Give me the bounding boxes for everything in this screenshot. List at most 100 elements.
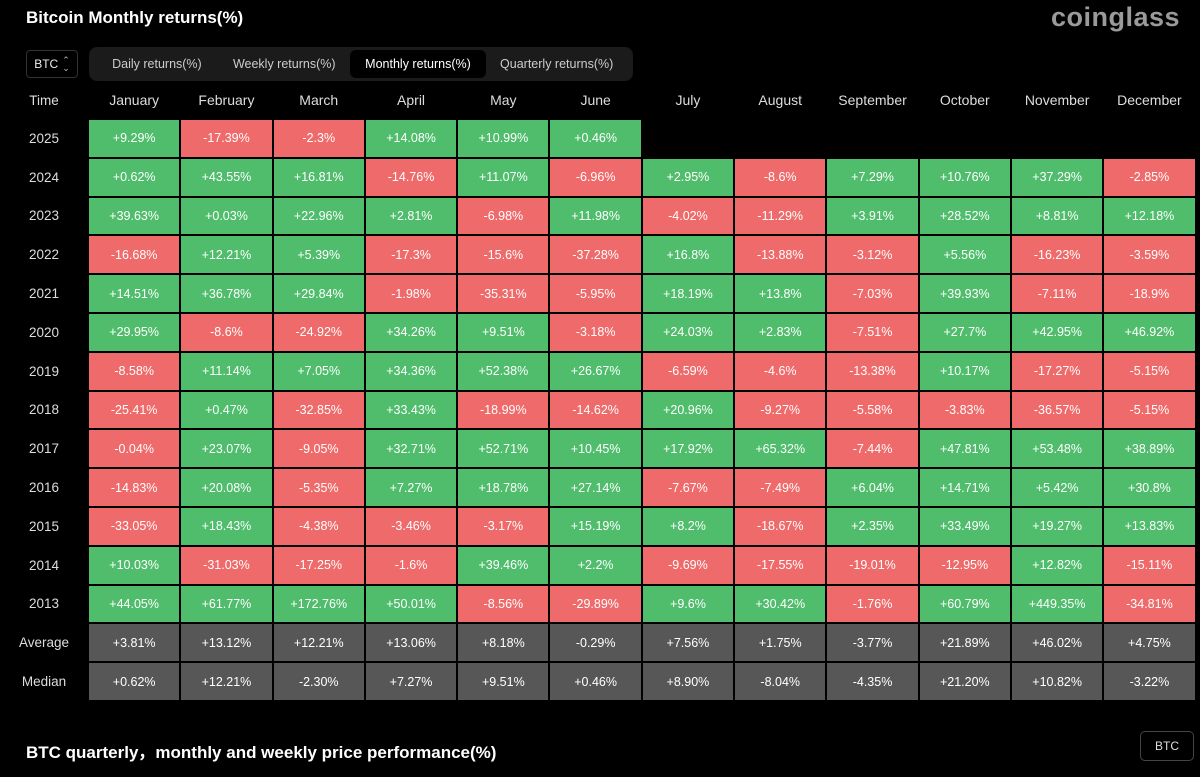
return-cell: -14.62% — [550, 392, 640, 429]
return-cell: +2.83% — [735, 314, 825, 351]
return-cell: +12.82% — [1012, 547, 1102, 584]
return-cell: -19.01% — [827, 547, 917, 584]
return-cell: -9.05% — [274, 430, 364, 467]
tab-quarterly-returns[interactable]: Quarterly returns(%) — [486, 50, 627, 78]
return-cell: +7.05% — [274, 353, 364, 390]
return-cell: +2.2% — [550, 547, 640, 584]
column-header-december: December — [1103, 81, 1195, 119]
return-cell: -3.83% — [920, 392, 1010, 429]
return-cell: -18.67% — [735, 508, 825, 545]
coin-button[interactable]: BTC — [1140, 731, 1194, 761]
return-cell: +29.84% — [274, 275, 364, 312]
returns-table: Time January February March April May June July… — [0, 81, 1200, 701]
return-cell: +14.08% — [366, 120, 456, 157]
return-cell: -3.18% — [550, 314, 640, 351]
return-cell: -3.17% — [458, 508, 548, 545]
return-cell: -34.81% — [1104, 586, 1194, 623]
row-label: 2018 — [0, 391, 88, 430]
return-cell: +3.91% — [827, 198, 917, 235]
return-cell: -6.59% — [643, 353, 733, 390]
return-cell: +7.29% — [827, 159, 917, 196]
return-cell: -6.96% — [550, 159, 640, 196]
return-cell: -14.83% — [89, 469, 179, 506]
return-cell: -7.49% — [735, 469, 825, 506]
return-cell: +15.19% — [550, 508, 640, 545]
chevron-up-down-icon: ⌃ ⌄ — [62, 56, 70, 72]
summary-row-median: Median +0.62% +12.21% -2.30% +7.27% +9.51% +0.… — [0, 662, 1200, 701]
return-cell: +13.83% — [1104, 508, 1194, 545]
return-cell: -8.58% — [89, 353, 179, 390]
return-cell: -7.03% — [827, 275, 917, 312]
return-cell: +14.71% — [920, 469, 1010, 506]
row-label: 2015 — [0, 507, 88, 546]
return-cell — [735, 120, 825, 157]
return-cell: -15.6% — [458, 236, 548, 273]
tab-weekly-returns[interactable]: Weekly returns(%) — [219, 50, 350, 78]
return-cell: +27.14% — [550, 469, 640, 506]
column-header-time: Time — [0, 81, 88, 119]
return-cell: -3.12% — [827, 236, 917, 273]
return-cell: +13.8% — [735, 275, 825, 312]
return-cell: -7.67% — [643, 469, 733, 506]
return-cell: +22.96% — [274, 198, 364, 235]
row-label: 2024 — [0, 158, 88, 197]
return-cell: +52.38% — [458, 353, 548, 390]
return-cell: +2.35% — [827, 508, 917, 545]
tab-monthly-returns[interactable]: Monthly returns(%) — [350, 50, 487, 78]
row-label: 2025 — [0, 119, 88, 158]
return-cell: -5.95% — [550, 275, 640, 312]
return-cell: -31.03% — [181, 547, 271, 584]
return-cell: +10.17% — [920, 353, 1010, 390]
year-row-2014: 2014 +10.03% -31.03% -17.25% -1.6% +39.46% +2.… — [0, 546, 1200, 585]
return-cell: -14.76% — [366, 159, 456, 196]
row-label: 2019 — [0, 352, 88, 391]
return-cell: +34.26% — [366, 314, 456, 351]
return-cell: -17.55% — [735, 547, 825, 584]
return-cell: +0.47% — [181, 392, 271, 429]
return-cell: +42.95% — [1012, 314, 1102, 351]
return-cell: +39.46% — [458, 547, 548, 584]
return-cell: +12.18% — [1104, 198, 1194, 235]
return-cell: +11.14% — [181, 353, 271, 390]
coin-select-value: BTC — [34, 57, 58, 71]
return-cell: +14.51% — [89, 275, 179, 312]
return-cell: +12.21% — [181, 236, 271, 273]
tab-daily-returns[interactable]: Daily returns(%) — [95, 50, 219, 78]
return-cell: -7.44% — [827, 430, 917, 467]
brand-logo: coinglass — [1051, 2, 1180, 33]
summary-cell: +21.20% — [920, 663, 1010, 700]
row-label: Median — [0, 662, 88, 701]
return-cell: +27.7% — [920, 314, 1010, 351]
return-cell: -5.58% — [827, 392, 917, 429]
return-cell: -18.9% — [1104, 275, 1194, 312]
return-cell: -17.27% — [1012, 353, 1102, 390]
row-label: 2023 — [0, 197, 88, 236]
return-cell: -0.04% — [89, 430, 179, 467]
summary-cell: -2.30% — [274, 663, 364, 700]
return-cell: +0.03% — [181, 198, 271, 235]
section-title: BTC quarterly，monthly and weekly price p… — [26, 738, 496, 763]
return-cell: +37.29% — [1012, 159, 1102, 196]
summary-row-average: Average +3.81% +13.12% +12.21% +13.06% +8.18%… — [0, 623, 1200, 662]
summary-cell: -3.77% — [827, 624, 917, 661]
return-cell: +8.2% — [643, 508, 733, 545]
return-cell: +60.79% — [920, 586, 1010, 623]
coin-select[interactable]: BTC ⌃ ⌄ — [26, 50, 78, 78]
return-cell: +10.45% — [550, 430, 640, 467]
column-header-october: October — [919, 81, 1011, 119]
return-cell: +10.99% — [458, 120, 548, 157]
return-cell: +33.43% — [366, 392, 456, 429]
return-cell: +8.81% — [1012, 198, 1102, 235]
return-cell: -5.35% — [274, 469, 364, 506]
return-cell: -7.11% — [1012, 275, 1102, 312]
column-header-july: July — [642, 81, 734, 119]
return-cell: -8.56% — [458, 586, 548, 623]
return-cell: +5.39% — [274, 236, 364, 273]
table-header-row: Time January February March April May June July… — [0, 81, 1200, 119]
summary-cell: +4.75% — [1104, 624, 1194, 661]
summary-cell: +0.62% — [89, 663, 179, 700]
return-cell: +11.07% — [458, 159, 548, 196]
year-row-2023: 2023 +39.63% +0.03% +22.96% +2.81% -6.98% +11.… — [0, 197, 1200, 236]
year-row-2020: 2020 +29.95% -8.6% -24.92% +34.26% +9.51% -3.1… — [0, 313, 1200, 352]
summary-cell: +21.89% — [920, 624, 1010, 661]
